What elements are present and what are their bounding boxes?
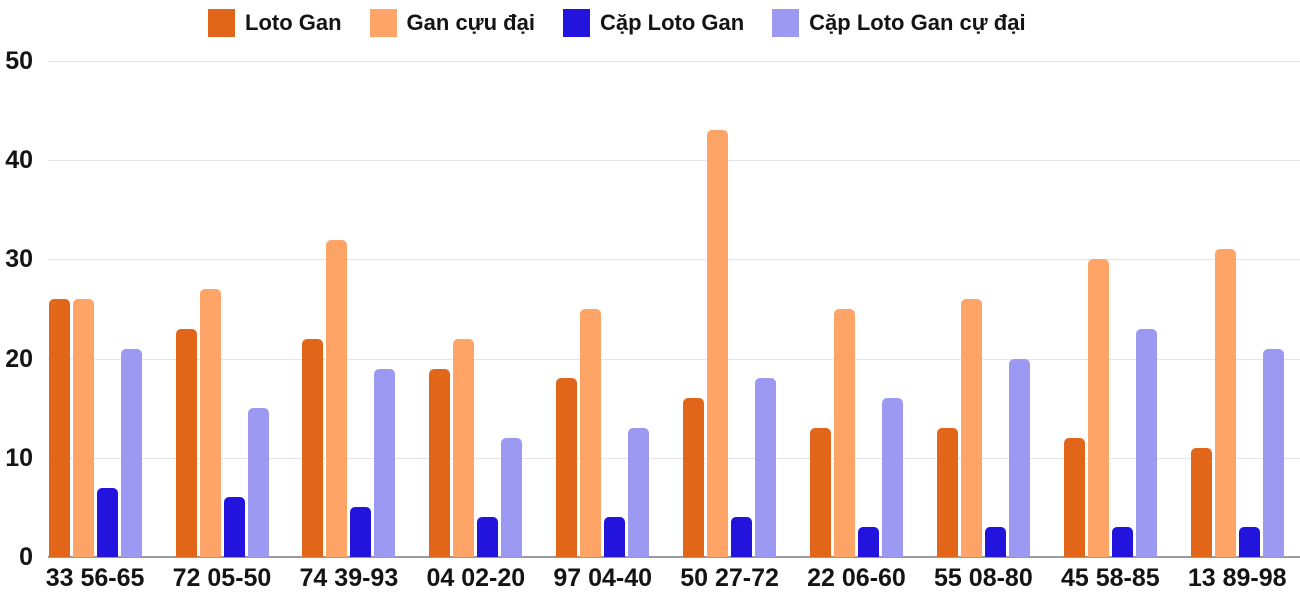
y-axis-tick-label: 0 — [19, 543, 33, 571]
x-axis-category-label: 22 06-60 — [807, 564, 906, 592]
bar — [858, 527, 879, 557]
bar-group — [683, 130, 777, 557]
bar — [223, 497, 245, 557]
bar — [429, 369, 451, 557]
x-axis-category-label: 50 27-72 — [680, 564, 779, 592]
bar — [96, 488, 118, 557]
bar — [48, 299, 70, 557]
bar — [1135, 329, 1157, 557]
bar — [199, 289, 221, 557]
bar-group — [175, 289, 269, 557]
x-axis-category-label: 04 02-20 — [426, 564, 526, 592]
bar — [707, 130, 729, 557]
bar — [120, 349, 142, 557]
y-axis-tick-label: 10 — [5, 443, 33, 472]
x-axis-category-label: 72 05-50 — [172, 564, 272, 592]
bar — [628, 428, 650, 557]
gridline — [48, 259, 1300, 261]
legend-swatch-icon — [208, 9, 235, 37]
y-axis-tick-label: 40 — [5, 146, 33, 175]
bar — [1214, 249, 1236, 557]
bar — [1008, 359, 1030, 557]
legend-label: Cặp Loto Gan — [599, 10, 745, 35]
legend-item-cap-loto-gan-cu-dai[interactable]: Cặp Loto Gan cự đại — [772, 9, 1026, 37]
bar-group — [302, 240, 396, 557]
x-axis-category-label: 13 89-98 — [1187, 564, 1287, 592]
x-axis-line — [48, 556, 1300, 558]
bar — [556, 378, 578, 557]
bar — [604, 517, 626, 557]
bar — [1087, 259, 1109, 557]
bar-group — [556, 309, 650, 557]
bar-group — [1190, 249, 1284, 557]
x-axis-category-label: 97 04-40 — [553, 564, 653, 592]
bar-group — [48, 299, 142, 557]
legend-label: Gan cựu đại — [406, 10, 535, 35]
bar — [247, 408, 269, 557]
bar — [834, 309, 855, 557]
bar — [1190, 448, 1212, 557]
bar-group — [1063, 259, 1157, 557]
bar — [580, 309, 602, 557]
gridline — [48, 61, 1300, 62]
bar — [936, 428, 958, 557]
gridline — [48, 457, 1300, 459]
bar — [984, 527, 1006, 557]
bar — [477, 517, 499, 557]
bar — [72, 299, 94, 557]
bar — [453, 339, 475, 557]
bar — [882, 398, 903, 557]
bar — [1063, 438, 1085, 557]
bar — [374, 369, 396, 557]
legend-label: Cặp Loto Gan cự đại — [809, 10, 1026, 35]
x-axis-category-label: 33 56-65 — [45, 564, 145, 592]
y-axis-tick-label: 30 — [5, 245, 33, 274]
bar — [326, 240, 348, 557]
bar-group — [429, 339, 523, 557]
bar-group — [936, 299, 1030, 557]
legend: Loto Gan Gan cựu đại Cặp Loto Gan Cặp Lo… — [208, 9, 1026, 37]
legend-swatch-icon — [369, 9, 397, 37]
bar-group — [810, 309, 903, 557]
x-axis-category-label: 45 58-85 — [1060, 564, 1160, 592]
legend-item-gan-cuu-dai[interactable]: Gan cựu đại — [369, 9, 535, 37]
gridline — [48, 358, 1300, 360]
legend-swatch-icon — [562, 9, 590, 37]
y-axis-tick-label: 50 — [5, 47, 33, 75]
bar — [1262, 349, 1284, 557]
bar — [755, 378, 777, 557]
bar — [175, 329, 197, 557]
x-axis-category-label: 74 39-93 — [299, 564, 399, 592]
bar — [960, 299, 982, 557]
bar — [1238, 527, 1260, 557]
legend-item-cap-loto-gan[interactable]: Cặp Loto Gan — [562, 9, 745, 37]
legend-label: Loto Gan — [245, 10, 342, 35]
legend-swatch-icon — [772, 9, 800, 37]
y-axis-tick-label: 20 — [5, 344, 33, 373]
gridline — [48, 160, 1300, 162]
bar — [810, 428, 831, 557]
bar — [302, 339, 324, 557]
bar — [683, 398, 705, 557]
bar — [501, 438, 523, 557]
legend-item-loto-gan[interactable]: Loto Gan — [208, 9, 342, 37]
bar — [350, 507, 372, 557]
bar — [731, 517, 753, 557]
bar — [1111, 527, 1133, 557]
x-axis-category-label: 55 08-80 — [934, 564, 1033, 592]
